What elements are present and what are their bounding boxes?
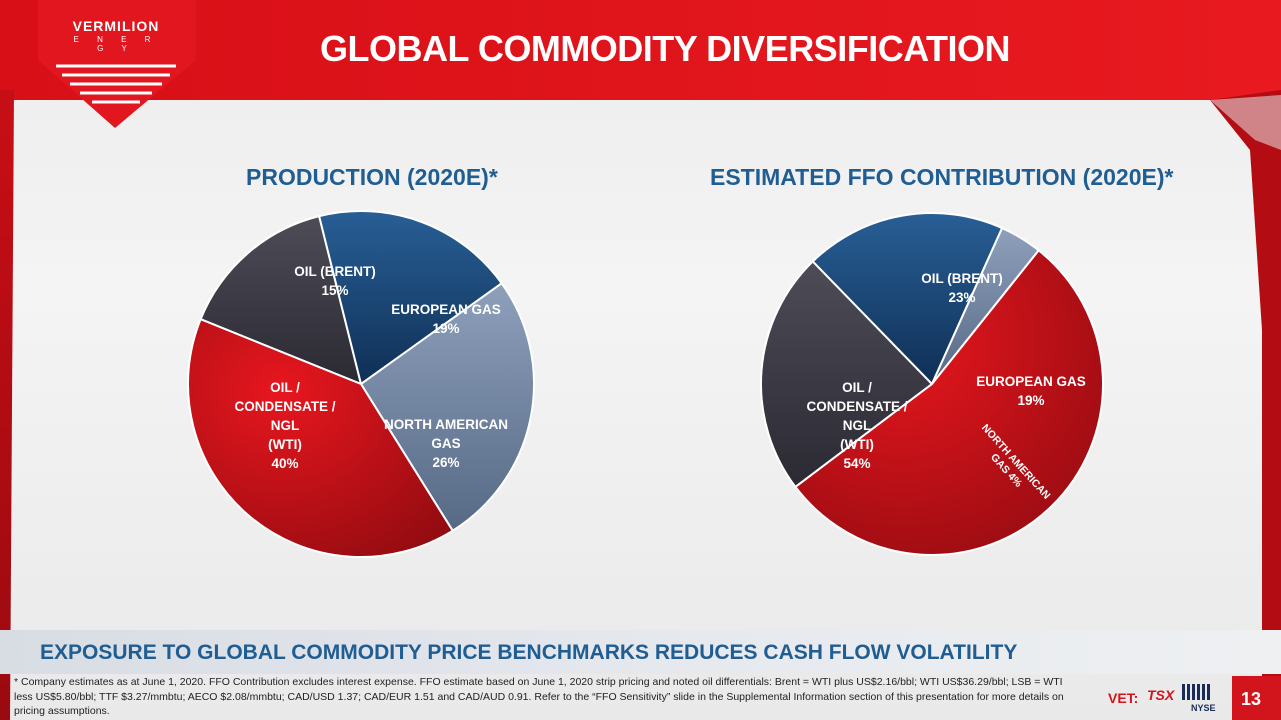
pie-slice-oil-condensate-ngl-wti [794,248,1104,556]
production-pie [187,210,535,558]
logo-name: VERMILION [72,18,160,34]
logo-subtitle: E N E R G Y [73,35,159,53]
footnote: * Company estimates as at June 1, 2020. … [14,676,1064,717]
p1-label-brent: OIL (BRENT) 15% [294,264,376,298]
pie-slice-north-american-gas [359,281,535,533]
p2-label-brent: OIL (BRENT) 23% [921,271,1003,305]
p1-label-wti: OIL / CONDENSATE / NGL (WTI) 40% [234,380,336,471]
p2-label-european-gas: EUROPEAN GAS 19% [976,374,1086,408]
banner-background [0,630,1281,674]
nyse-logo-icon [1182,684,1210,700]
nyse-label: NYSE [1191,703,1216,713]
ticker-label: VET: [1108,690,1139,706]
banner-message: EXPOSURE TO GLOBAL COMMODITY PRICE BENCH… [40,641,1018,664]
p2-label-wti: OIL / CONDENSATE / NGL (WTI) 54% [806,380,908,471]
pie-slice-oil-condensate-ngl-wti [187,317,455,558]
pie-slice-european-gas [811,212,1004,386]
page-number-tab [1232,676,1281,720]
pie-slice-european-gas [317,210,504,386]
logo-stripes-icon [56,64,176,104]
pie-slice-oil-brent [760,259,934,489]
chart-title-production: PRODUCTION (2020E)* [246,164,498,190]
slide-title: GLOBAL COMMODITY DIVERSIFICATION [320,28,1011,69]
page-number: 13 [1241,689,1262,709]
ffo-pie [760,212,1104,556]
tsx-logo: TSX [1147,687,1175,703]
p1-label-european-gas: EUROPEAN GAS 19% [391,302,501,336]
chart-title-ffo: ESTIMATED FFO CONTRIBUTION (2020E)* [710,164,1174,190]
p1-label-na-gas: NORTH AMERICAN GAS 26% [384,417,508,470]
logo-chevron [38,0,196,128]
pie-slice-oil-brent [199,214,363,386]
